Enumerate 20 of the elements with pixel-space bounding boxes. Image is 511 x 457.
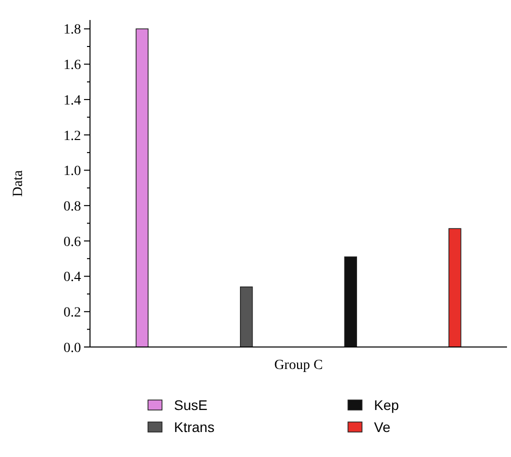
y-tick-label: 1.2 [64,128,81,144]
x-tick-label: Group C [274,358,323,373]
y-tick-label: 0.2 [64,306,81,321]
y-tick-label: 1.8 [64,22,81,38]
y-tick-label: 0.4 [64,270,81,286]
bar [136,28,149,348]
legend-label: Ve [374,418,391,435]
bar [344,256,358,348]
y-tick-label: 1.0 [64,164,81,180]
legend-label: Ktrans [174,418,214,435]
bar [240,286,253,348]
legend-label: SusE [174,396,208,413]
y-tick-label: 0.0 [64,340,81,356]
y-tick-label: 0.6 [64,234,81,250]
legend-label: Kep [374,396,400,413]
y-tick-label: 0.8 [64,199,81,214]
y-tick-label: 1.4 [64,93,81,108]
y-axis-title: Data [11,170,26,197]
bar [448,228,462,348]
y-tick-label: 1.6 [64,58,81,74]
